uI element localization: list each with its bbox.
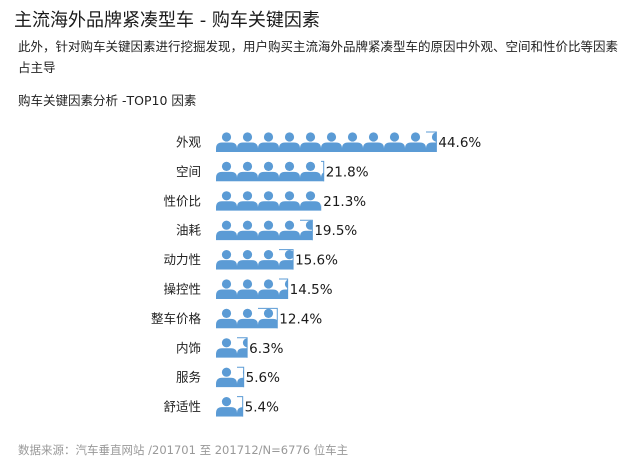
partial-icon-outline [279,278,289,299]
value-label: 14.5% [290,282,333,298]
person-icon [216,397,237,417]
person-icon [216,250,237,270]
factor-row: 外观 44.6% [176,131,481,152]
category-label: 舒适性 [163,399,201,414]
partial-icon-outline [237,396,244,417]
person-icon [237,279,258,299]
factor-row: 空间 21.8% [176,160,369,182]
factor-row: 舒适性 5.4% [163,396,279,417]
person-icon [300,161,321,182]
pictogram-bar [216,250,294,270]
value-label: 5.4% [245,400,279,416]
factor-row: 操控性 14.5% [163,278,333,299]
person-icon [216,132,237,152]
factor-row: 内饰 6.3% [176,337,284,358]
category-label: 服务 [176,370,201,385]
person-icon [300,132,321,152]
person-icon [258,161,279,182]
person-icon [363,132,384,152]
factor-row: 油耗 19.5% [176,219,357,241]
factor-row: 整车价格 12.4% [151,307,322,329]
person-icon [258,220,279,241]
value-label: 21.3% [323,194,366,210]
pictogram-bar [216,220,313,241]
person-icon [237,308,258,329]
person-icon [216,279,237,299]
category-label: 空间 [176,164,201,179]
value-label: 5.6% [246,370,280,386]
value-label: 12.4% [279,311,322,327]
person-icon [279,161,300,182]
partial-icon-outline [237,366,245,388]
pictogram-bar [216,132,437,152]
person-icon [237,191,258,211]
factor-row: 性价比 21.3% [163,191,366,211]
value-label: 6.3% [249,341,283,357]
person-icon [216,161,237,182]
person-icon [237,132,258,152]
person-icon [216,308,237,329]
person-icon [258,279,279,299]
page-title: 主流海外品牌紧凑型车 - 购车关键因素 [14,10,320,31]
pictogram-bar [216,161,324,182]
description: 此外，针对购车关键因素进行挖掘发现，用户购买主流海外品牌紧凑型车的原因中外观、空… [18,39,619,75]
person-icon [300,191,321,211]
person-icon [405,132,426,152]
partial-icon-outline [258,307,278,329]
value-label: 21.8% [326,164,369,180]
value-label: 19.5% [314,223,357,239]
category-label: 油耗 [176,223,202,238]
partial-icon-outline [426,131,437,152]
person-icon [216,338,237,358]
partial-icon-outline [279,249,294,270]
category-label: 整车价格 [151,311,202,326]
person-icon [279,220,300,241]
category-label: 性价比 [163,193,201,208]
person-icon [216,220,237,241]
category-label: 内饰 [176,340,201,355]
person-icon [321,132,342,152]
partial-icon-outline [321,160,325,182]
person-icon [258,132,279,152]
person-icon [279,191,300,211]
chart-title: 购车关键因素分析 -TOP10 因素 [18,93,197,108]
person-icon [384,132,405,152]
person-icon [258,308,278,329]
value-label: 15.6% [295,253,338,269]
person-icon [237,161,258,182]
value-label: 44.6% [438,135,481,151]
partial-icon-outline [300,219,313,241]
category-label: 操控性 [163,282,201,297]
data-source-note: 数据来源：汽车垂直网站 /201701 至 201712/N=6776 位车主 [18,443,349,457]
factor-row: 服务 5.6% [176,366,280,388]
person-icon [258,250,279,270]
person-icon [342,132,363,152]
person-icon [279,132,300,152]
person-icon [258,191,279,211]
category-label: 动力性 [163,252,201,267]
person-icon [216,367,237,388]
category-label: 外观 [176,135,202,150]
pictogram-bar [216,308,278,329]
person-icon [237,250,258,270]
factor-row: 动力性 15.6% [163,249,338,270]
partial-icon-outline [237,337,248,358]
person-icon [216,191,237,211]
person-icon [237,220,258,241]
